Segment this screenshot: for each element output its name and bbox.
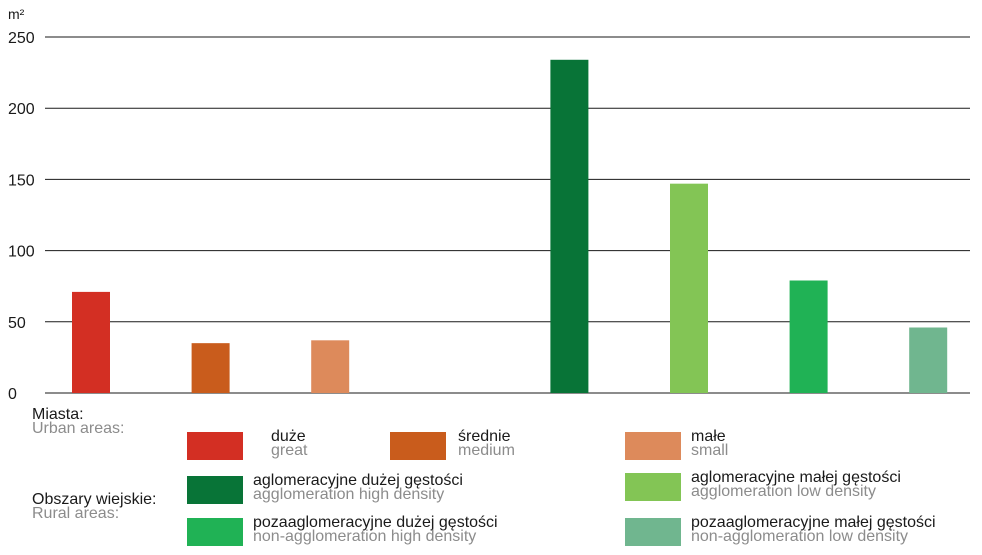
grid xyxy=(45,36,970,394)
legend-swatch xyxy=(187,432,243,460)
y-tick-label: 100 xyxy=(8,244,35,261)
legend-item-label: pozaaglomeracyjne małej gęstości xyxy=(691,514,936,531)
legend-group-urban: Miasta: Urban areas: xyxy=(32,406,125,437)
legend-group-rural-label: Obszary wiejskie: xyxy=(32,491,157,508)
y-tick-label: 50 xyxy=(8,315,26,332)
legend-item-label-en: agglomeration low density xyxy=(691,483,876,500)
legend-swatch xyxy=(625,518,681,546)
legend-item-label-en: non-agglomeration high density xyxy=(253,528,477,545)
legend-swatch xyxy=(625,432,681,460)
legend-item-label-en: medium xyxy=(458,442,515,459)
bar xyxy=(72,291,110,393)
legend-item-label-en: agglomeration high density xyxy=(253,486,445,503)
legend-swatch xyxy=(390,432,446,460)
y-tick-label: 250 xyxy=(8,30,35,47)
legend-item-label-en: small xyxy=(691,442,729,459)
y-tick-label: 150 xyxy=(8,172,35,189)
bar xyxy=(789,280,828,393)
bar xyxy=(550,59,589,394)
legend-item-label: małe xyxy=(691,428,726,445)
legend-item-label-en: great xyxy=(271,442,308,459)
legend-group-urban-label-en: Urban areas: xyxy=(32,420,125,437)
legend-group-rural: Obszary wiejskie: Rural areas: xyxy=(32,491,157,522)
y-unit-label: m² xyxy=(8,6,25,22)
legend-group-urban-label: Miasta: xyxy=(32,406,84,423)
legend-group-rural-label-en: Rural areas: xyxy=(32,505,120,522)
legend-swatch xyxy=(187,518,243,546)
y-tick-label: 200 xyxy=(8,101,35,118)
bar xyxy=(191,343,230,393)
legend-item-label: pozaaglomeracyjne dużej gęstości xyxy=(253,514,498,531)
bar-chart: m² 0 50 100 150 200 250 xyxy=(8,6,970,403)
legend-item-label: aglomeracyjne dużej gęstości xyxy=(253,472,463,489)
legend-item-label-en: non-agglomeration low density xyxy=(691,528,909,545)
bars xyxy=(72,59,948,394)
bar xyxy=(909,327,948,393)
legend-item-label: aglomeracyjne małej gęstości xyxy=(691,469,901,486)
legend-swatch xyxy=(625,473,681,501)
legend-item-label: duże xyxy=(271,428,306,445)
y-tick-label: 0 xyxy=(8,386,17,403)
bar xyxy=(670,183,708,393)
legend-swatch xyxy=(187,476,243,504)
y-tick-labels: 0 50 100 150 200 250 xyxy=(8,30,35,403)
bar xyxy=(311,340,350,393)
legend-item-label: średnie xyxy=(458,428,511,445)
